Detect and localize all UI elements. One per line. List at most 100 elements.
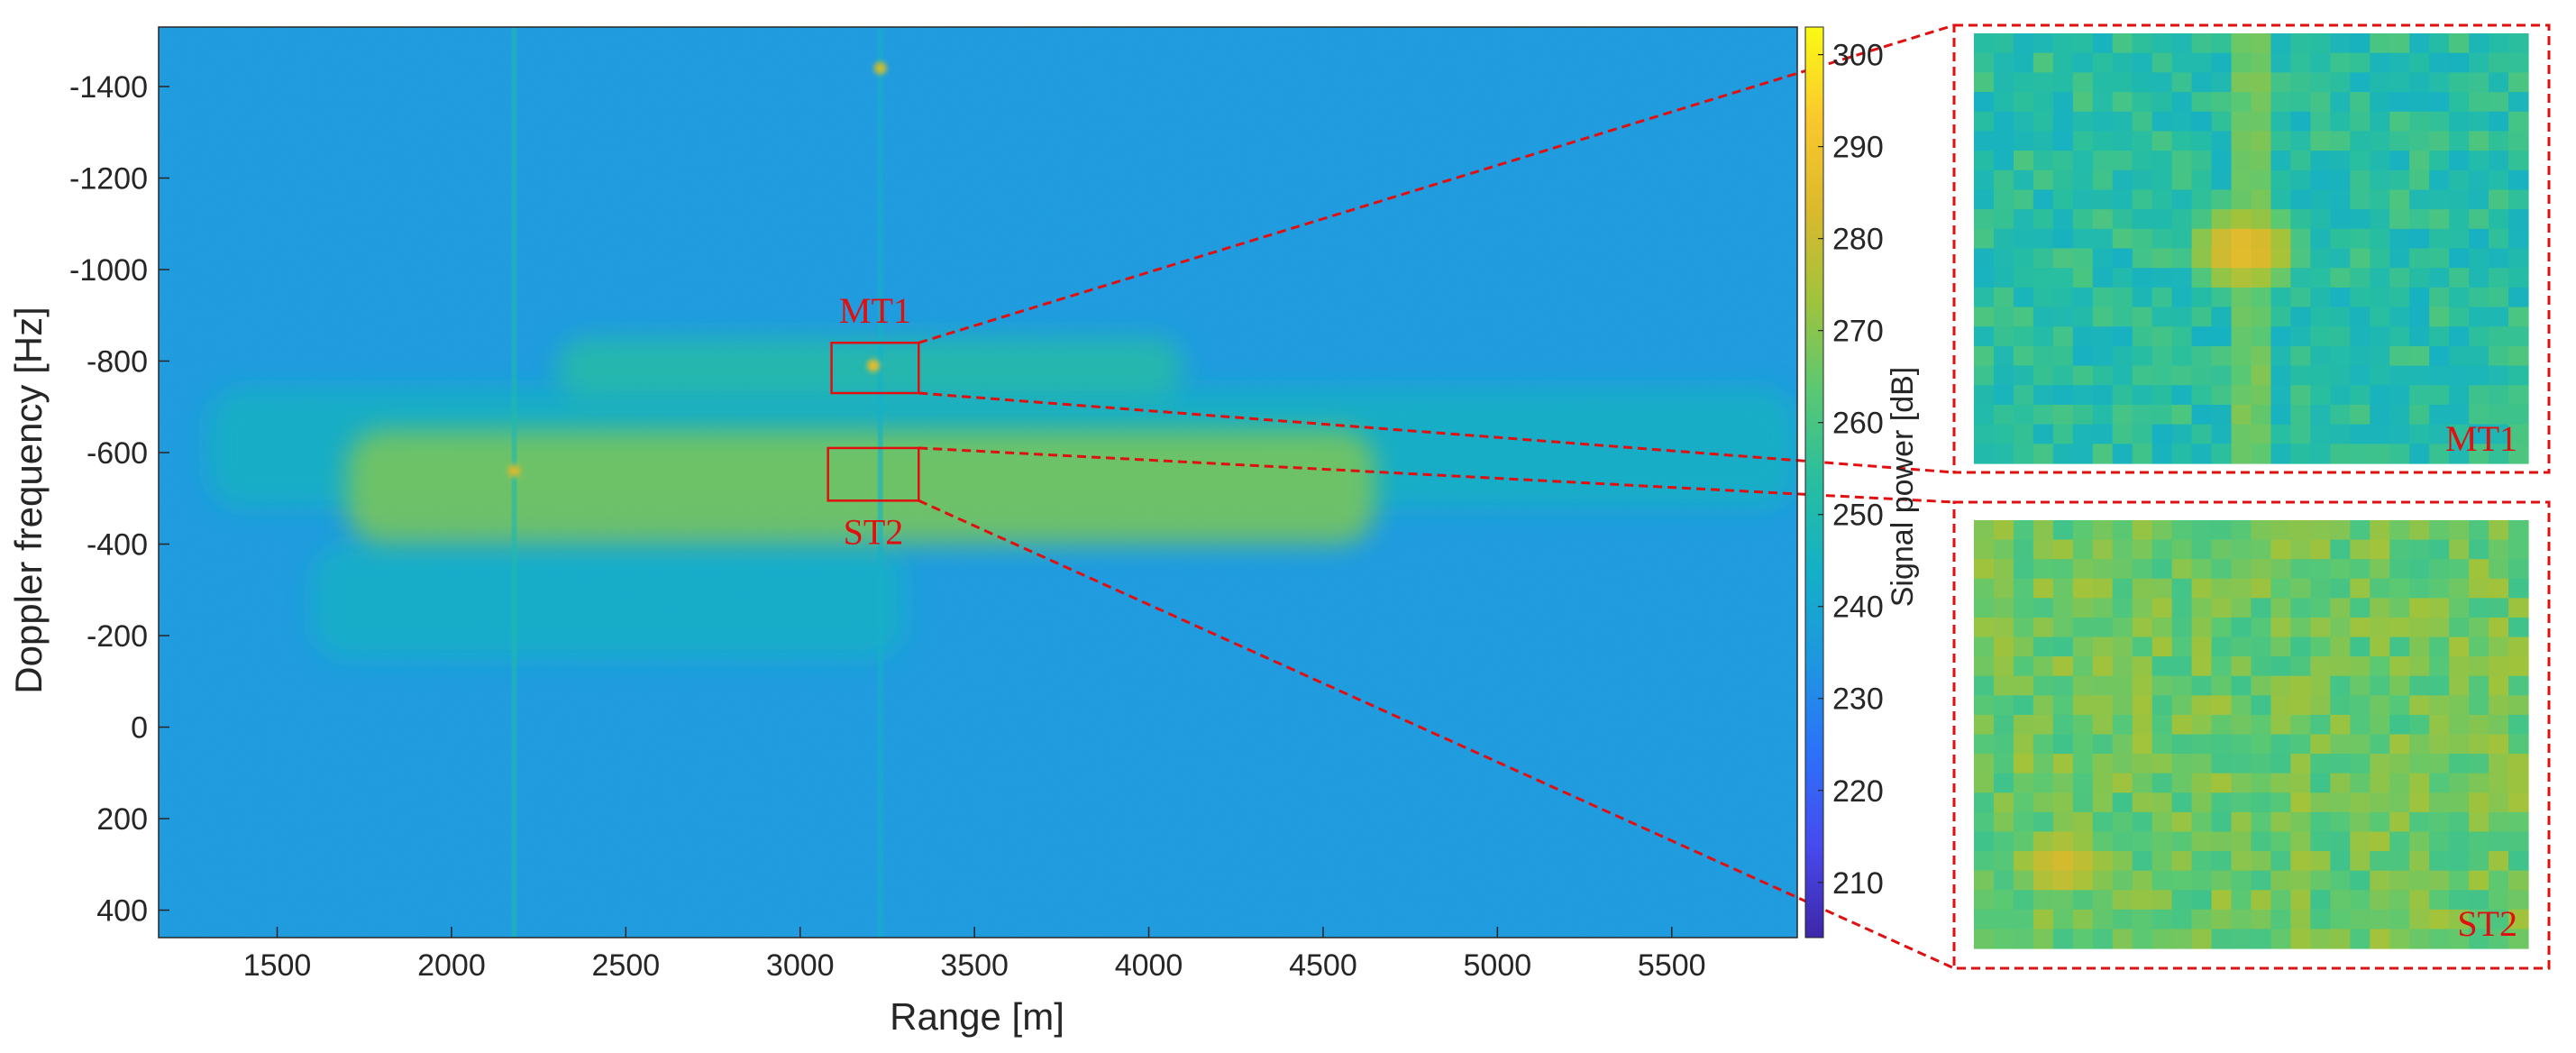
zoom-cell: [2310, 404, 2331, 426]
zoom-cell: [2290, 909, 2311, 930]
zoom-cell: [1993, 268, 2014, 288]
zoom-cell: [2072, 151, 2094, 171]
zoom-cell: [1974, 444, 1995, 464]
zoom-cell: [2449, 424, 2470, 444]
zoom-cell: [2013, 424, 2034, 444]
zoom-cell: [2489, 909, 2509, 930]
zoom-cell: [1974, 929, 1995, 949]
zoom-cell: [2469, 52, 2489, 73]
zoom-cell: [2409, 33, 2430, 54]
zoom-cell: [2350, 228, 2370, 250]
zoom-cell: [2171, 773, 2193, 793]
zoom-cell: [2072, 909, 2094, 930]
zoom-cell: [2072, 617, 2094, 638]
zoom-cell: [2350, 268, 2370, 288]
zoom-cell: [2370, 870, 2390, 891]
zoom-cell: [2112, 773, 2133, 793]
zoom-cell: [2270, 404, 2292, 426]
zoom-cell: [1974, 365, 1995, 386]
zoom-cell: [2489, 287, 2509, 308]
zoom-cell: [2469, 72, 2489, 93]
region-label-st2: ST2: [844, 511, 904, 552]
zoom-cell: [2370, 675, 2390, 696]
zoom-cell: [2389, 131, 2410, 151]
zoom-cell: [2370, 189, 2390, 210]
zoom-cell: [2032, 598, 2054, 618]
zoom-cell: [2429, 72, 2450, 93]
zoom-cell: [2469, 268, 2489, 288]
zoom-cell: [2191, 345, 2213, 367]
zoom-cell: [2132, 169, 2153, 191]
zoom-cell: [2350, 72, 2370, 93]
zoom-cell: [1993, 287, 2014, 308]
zoom-cell: [2112, 33, 2133, 54]
zoom-cell: [2449, 890, 2470, 911]
zoom-cell: [2132, 851, 2153, 872]
zoom-cell: [2489, 792, 2509, 813]
zoom-connector: [918, 499, 1955, 970]
zoom-cell: [2389, 33, 2410, 54]
zoom-cell: [2251, 444, 2272, 464]
zoom-cell: [2409, 326, 2430, 347]
zoom-cell: [2072, 268, 2094, 288]
zoom-cell: [2290, 617, 2311, 638]
zoom-cell: [2370, 228, 2390, 250]
x-tick-label: 2500: [592, 948, 661, 983]
zoom-cell: [1974, 52, 1995, 73]
zoom-cell: [2171, 675, 2193, 696]
zoom-cell: [2290, 385, 2311, 406]
zoom-cell: [2370, 734, 2390, 755]
zoom-cell: [2013, 909, 2034, 930]
zoom-cell: [2290, 929, 2311, 949]
zoom-cell: [1974, 189, 1995, 210]
zoom-cell: [2231, 131, 2252, 151]
zoom-cell: [2429, 578, 2450, 599]
zoom-cell: [2032, 248, 2054, 269]
zoom-cell: [2251, 92, 2272, 113]
zoom-cell: [2052, 151, 2074, 171]
zoom-cell: [2350, 656, 2370, 677]
zoom-cell: [2092, 385, 2114, 406]
zoom-cell: [2489, 111, 2509, 133]
zoom-cell: [2072, 578, 2094, 599]
zoom-cell: [2231, 695, 2252, 716]
zoom-cell: [2429, 345, 2450, 367]
zoom-cell: [2508, 345, 2529, 367]
zoom-cell: [2449, 578, 2470, 599]
zoom-cell: [1993, 326, 2014, 347]
zoom-cell: [2449, 656, 2470, 677]
heatmap-vertical-line-0: [511, 27, 517, 938]
zoom-cell: [2072, 929, 2094, 949]
zoom-cell: [2112, 656, 2133, 677]
zoom-cell: [2191, 792, 2213, 813]
zoom-cell: [2251, 675, 2272, 696]
zoom-cell: [2171, 111, 2193, 133]
zoom-cell: [2290, 444, 2311, 464]
zoom-cell: [2112, 444, 2133, 464]
zoom-cell: [2013, 111, 2034, 133]
zoom-cell: [2389, 656, 2410, 677]
zoom-cell: [2191, 385, 2213, 406]
zoom-cell: [2330, 792, 2351, 813]
zoom-cell: [2370, 326, 2390, 347]
zoom-cell: [2290, 870, 2311, 891]
zoom-cell: [2350, 151, 2370, 171]
zoom-cell: [2409, 169, 2430, 191]
zoom-cell: [2251, 890, 2272, 911]
zoom-cell: [2409, 578, 2430, 599]
zoom-cell: [2330, 72, 2351, 93]
zoom-cell: [2052, 675, 2074, 696]
colorbar-tick-label: 250: [1832, 499, 1884, 533]
zoom-cell: [2231, 578, 2252, 599]
zoom-cell: [2389, 307, 2410, 327]
zoom-cell: [2469, 33, 2489, 54]
zoom-cell: [2389, 890, 2410, 911]
zoom-cell: [2211, 385, 2233, 406]
zoom-cell: [2211, 870, 2233, 891]
zoom-cell: [2231, 559, 2252, 580]
zoom-cell: [2013, 636, 2034, 657]
zoom-cell: [2151, 345, 2173, 367]
zoom-cell: [2251, 404, 2272, 426]
zoom-cell: [2429, 189, 2450, 210]
zoom-cell: [2112, 714, 2133, 736]
